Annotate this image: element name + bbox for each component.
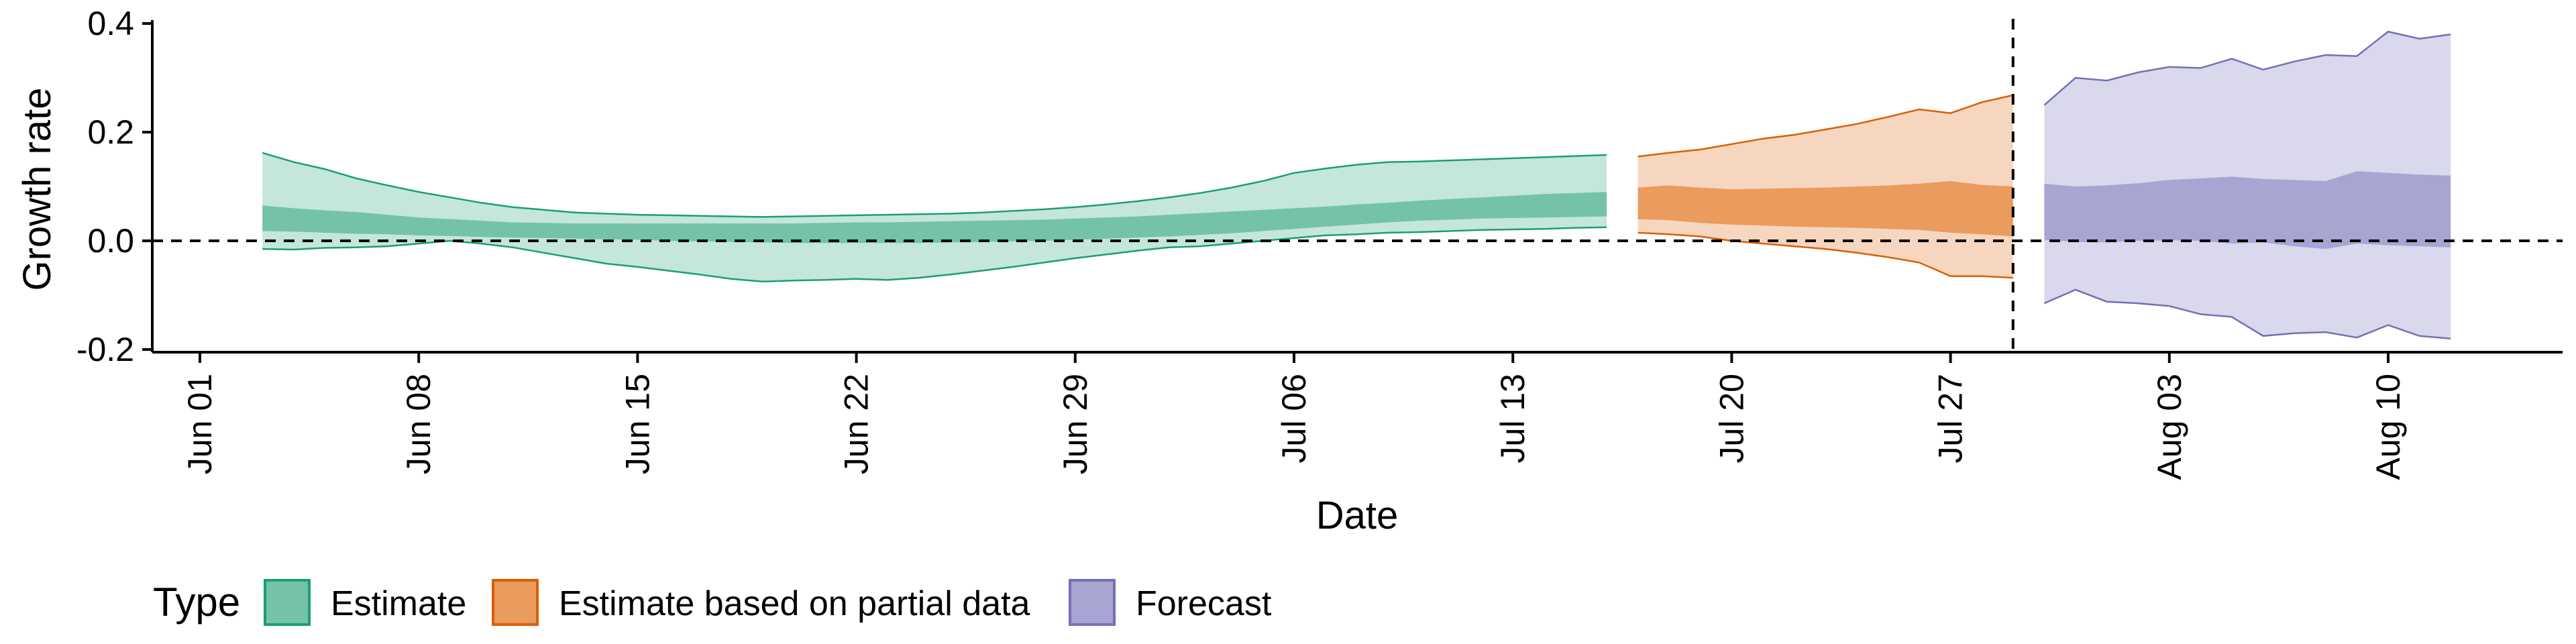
y-tick-label: 0.2: [87, 113, 134, 151]
series-1-upper-line: [1638, 94, 2014, 158]
series-2-upper-line: [2043, 30, 2451, 106]
x-ticks: Jun 01 Jun 08 Jun 15 Jun 22 Jun 29 Jul 06 Jul …: [181, 352, 2407, 480]
legend-key-0: [264, 579, 311, 626]
series-1-outer-band: [1638, 95, 2013, 278]
y-axis-title: Growth rate: [15, 88, 59, 291]
y-tick-label: -0.2: [76, 331, 134, 368]
legend-label-0: Estimate: [331, 584, 466, 623]
x-tick-label: Jul 06: [1275, 374, 1313, 463]
axes-layer: [151, 20, 2563, 354]
series-2-inner-band: [2044, 171, 2451, 250]
legend-title: Type: [153, 580, 240, 625]
x-tick-label: Jul 13: [1494, 374, 1532, 463]
y-tick-label: 0.0: [87, 222, 134, 260]
x-tick-label: Jun 08: [400, 374, 437, 474]
x-axis-title: Date: [1316, 494, 1399, 537]
legend-label-1: Estimate based on partial data: [559, 584, 1030, 623]
x-tick-label: Jul 27: [1932, 374, 1970, 463]
y-tick-label: 0.4: [87, 5, 134, 42]
reference-lines-layer: [152, 19, 2563, 352]
series-1: [1638, 94, 2014, 279]
series-2-lower-line: [2043, 288, 2451, 340]
x-tick-label: Jun 29: [1057, 374, 1094, 474]
series-1-inner-band: [1638, 180, 2013, 237]
x-tick-label: Aug 03: [2151, 374, 2188, 480]
legend: Type Estimate Estimate based on partial d…: [153, 579, 1272, 626]
series-0-outer-band: [262, 152, 1607, 282]
series-2: [2043, 30, 2451, 340]
x-tick-label: Jun 15: [619, 374, 656, 474]
legend-label-2: Forecast: [1136, 584, 1272, 623]
bands-layer: [262, 30, 2451, 340]
legend-key-1: [492, 579, 539, 626]
series-0-inner-band: [262, 192, 1607, 244]
x-tick-label: Jun 22: [838, 374, 875, 474]
legend-key-2: [1069, 579, 1116, 626]
series-1-lower-line: [1638, 231, 2013, 279]
y-ticks: 0.4 0.2 0.0 -0.2: [76, 5, 152, 368]
series-0: [262, 152, 1607, 283]
series-0-lower-line: [262, 226, 1607, 283]
x-tick-label: Jul 20: [1713, 374, 1750, 463]
x-tick-label: Aug 10: [2369, 374, 2407, 480]
series-0-upper-line: [262, 152, 1607, 218]
x-tick-label: Jun 01: [181, 374, 219, 474]
